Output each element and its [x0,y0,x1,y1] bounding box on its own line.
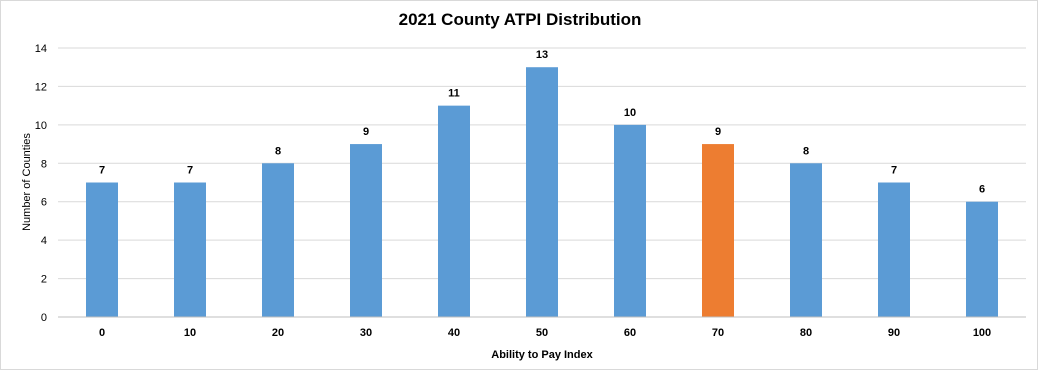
x-tick-label: 10 [184,327,196,339]
data-label: 8 [803,145,809,157]
x-axis-ticks: 0 10 20 30 40 50 60 70 80 90 100 [99,327,991,339]
bar-50 [526,67,558,317]
data-label: 7 [891,165,897,177]
bar-60 [614,124,646,317]
y-tick-label: 4 [41,235,47,247]
data-label: 11 [448,88,460,100]
y-tick-label: 0 [41,312,47,324]
x-tick-label: 30 [360,327,372,339]
x-tick-label: 0 [99,327,105,339]
x-tick-label: 90 [888,327,900,339]
bar-0 [86,182,118,317]
bar-80 [790,163,822,317]
data-label: 7 [187,165,193,177]
bars [86,67,998,318]
x-tick-label: 60 [624,327,636,339]
data-label: 6 [979,184,985,196]
x-tick-label: 100 [973,327,991,339]
y-tick-label: 6 [41,197,47,209]
x-tick-label: 50 [536,327,548,339]
data-label: 9 [363,126,369,138]
y-axis-title: Number of Counties [21,133,33,231]
bar-100 [966,201,998,317]
x-tick-label: 20 [272,327,284,339]
y-tick-label: 12 [35,81,47,93]
data-label: 13 [536,49,548,61]
data-label: 9 [715,126,721,138]
bar-70 [702,144,734,317]
x-tick-label: 70 [712,327,724,339]
y-tick-label: 8 [41,158,47,170]
data-label: 10 [624,107,636,119]
bar-40 [438,105,470,318]
data-labels: 7 7 8 9 11 13 10 9 8 7 6 [99,49,985,196]
y-tick-label: 10 [35,120,47,132]
data-label: 8 [275,145,281,157]
bar-20 [262,163,294,317]
y-tick-label: 2 [41,274,47,286]
x-tick-label: 80 [800,327,812,339]
x-tick-label: 40 [448,327,460,339]
data-label: 7 [99,165,105,177]
chart-title: 2021 County ATPI Distribution [399,10,642,29]
x-axis-title: Ability to Pay Index [491,349,593,361]
bar-10 [174,182,206,317]
bar-90 [878,182,910,317]
y-tick-label: 14 [35,43,47,55]
bar-30 [350,144,382,317]
y-axis-ticks: 0 2 4 6 8 10 12 14 [35,43,47,324]
